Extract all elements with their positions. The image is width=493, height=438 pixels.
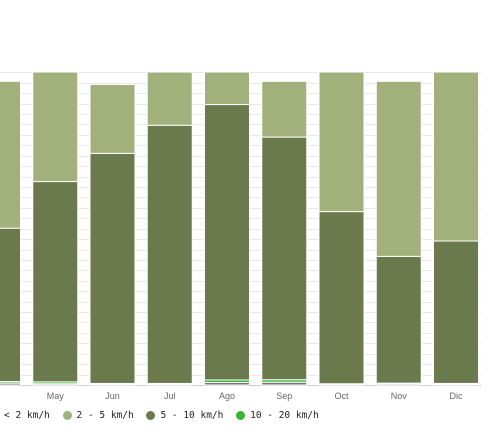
legend: < 2 km/h 2 - 5 km/h 5 - 10 km/h 10 - 20 … xyxy=(0,410,326,426)
bar-segment-may-2[interactable] xyxy=(32,181,79,383)
bar-segment-oct-3[interactable] xyxy=(318,71,365,213)
legend-item-2-5[interactable]: 2 - 5 km/h xyxy=(62,410,134,421)
x-tick-label: Ago xyxy=(219,391,235,401)
legend-marker-2-5 xyxy=(62,411,72,420)
bar-segment-dic-2[interactable] xyxy=(433,240,479,384)
bar-segment-jun-2[interactable] xyxy=(89,152,136,384)
bar-segment-ago-3[interactable] xyxy=(204,71,250,106)
bars xyxy=(0,71,479,386)
bar-segment-abr-3[interactable] xyxy=(0,80,21,229)
bar-segment-abr-2[interactable] xyxy=(0,227,21,383)
legend-item-10-20[interactable]: 10 - 20 km/h xyxy=(236,410,319,421)
bar-segment-abr-0[interactable] xyxy=(0,382,21,386)
x-tick-label: Dic xyxy=(450,391,463,401)
bar-segment-nov-2[interactable] xyxy=(375,255,422,384)
x-tick-label: May xyxy=(47,391,65,401)
bar-segment-abr-1[interactable] xyxy=(0,381,21,384)
bar-segment-dic-3[interactable] xyxy=(433,71,479,242)
legend-item-5-10[interactable]: 5 - 10 km/h xyxy=(146,410,223,421)
bar-segment-may-3[interactable] xyxy=(32,71,79,183)
bar-segment-ago-2[interactable] xyxy=(204,104,250,381)
x-tick-label: Jul xyxy=(164,391,176,401)
bar-segment-jul-3[interactable] xyxy=(146,71,193,126)
x-tick-label: Nov xyxy=(391,391,408,401)
x-tick-label: Oct xyxy=(334,391,349,401)
x-tick-label: Sep xyxy=(276,391,292,401)
x-tick-label: Jun xyxy=(105,391,120,401)
legend-item-under-2[interactable]: < 2 km/h xyxy=(0,410,50,421)
bar-segment-sep-2[interactable] xyxy=(261,136,308,381)
bar-segment-oct-2[interactable] xyxy=(318,211,365,385)
legend-label-5-10: 5 - 10 km/h xyxy=(160,410,224,421)
legend-label-under-2: < 2 km/h xyxy=(4,410,50,421)
bar-segment-nov-3[interactable] xyxy=(375,80,422,257)
legend-label-10-20: 10 - 20 km/h xyxy=(250,410,319,421)
bar-segment-jul-2[interactable] xyxy=(146,124,193,384)
x-axis-tick-labels: rMayJunJulAgoSepOctNovDic xyxy=(47,391,463,401)
legend-marker-5-10 xyxy=(146,411,156,420)
bar-segment-jun-3[interactable] xyxy=(89,84,136,154)
bar-segment-sep-3[interactable] xyxy=(261,80,308,138)
legend-label-2-5: 2 - 5 km/h xyxy=(76,410,134,421)
legend-marker-10-20 xyxy=(236,411,246,420)
